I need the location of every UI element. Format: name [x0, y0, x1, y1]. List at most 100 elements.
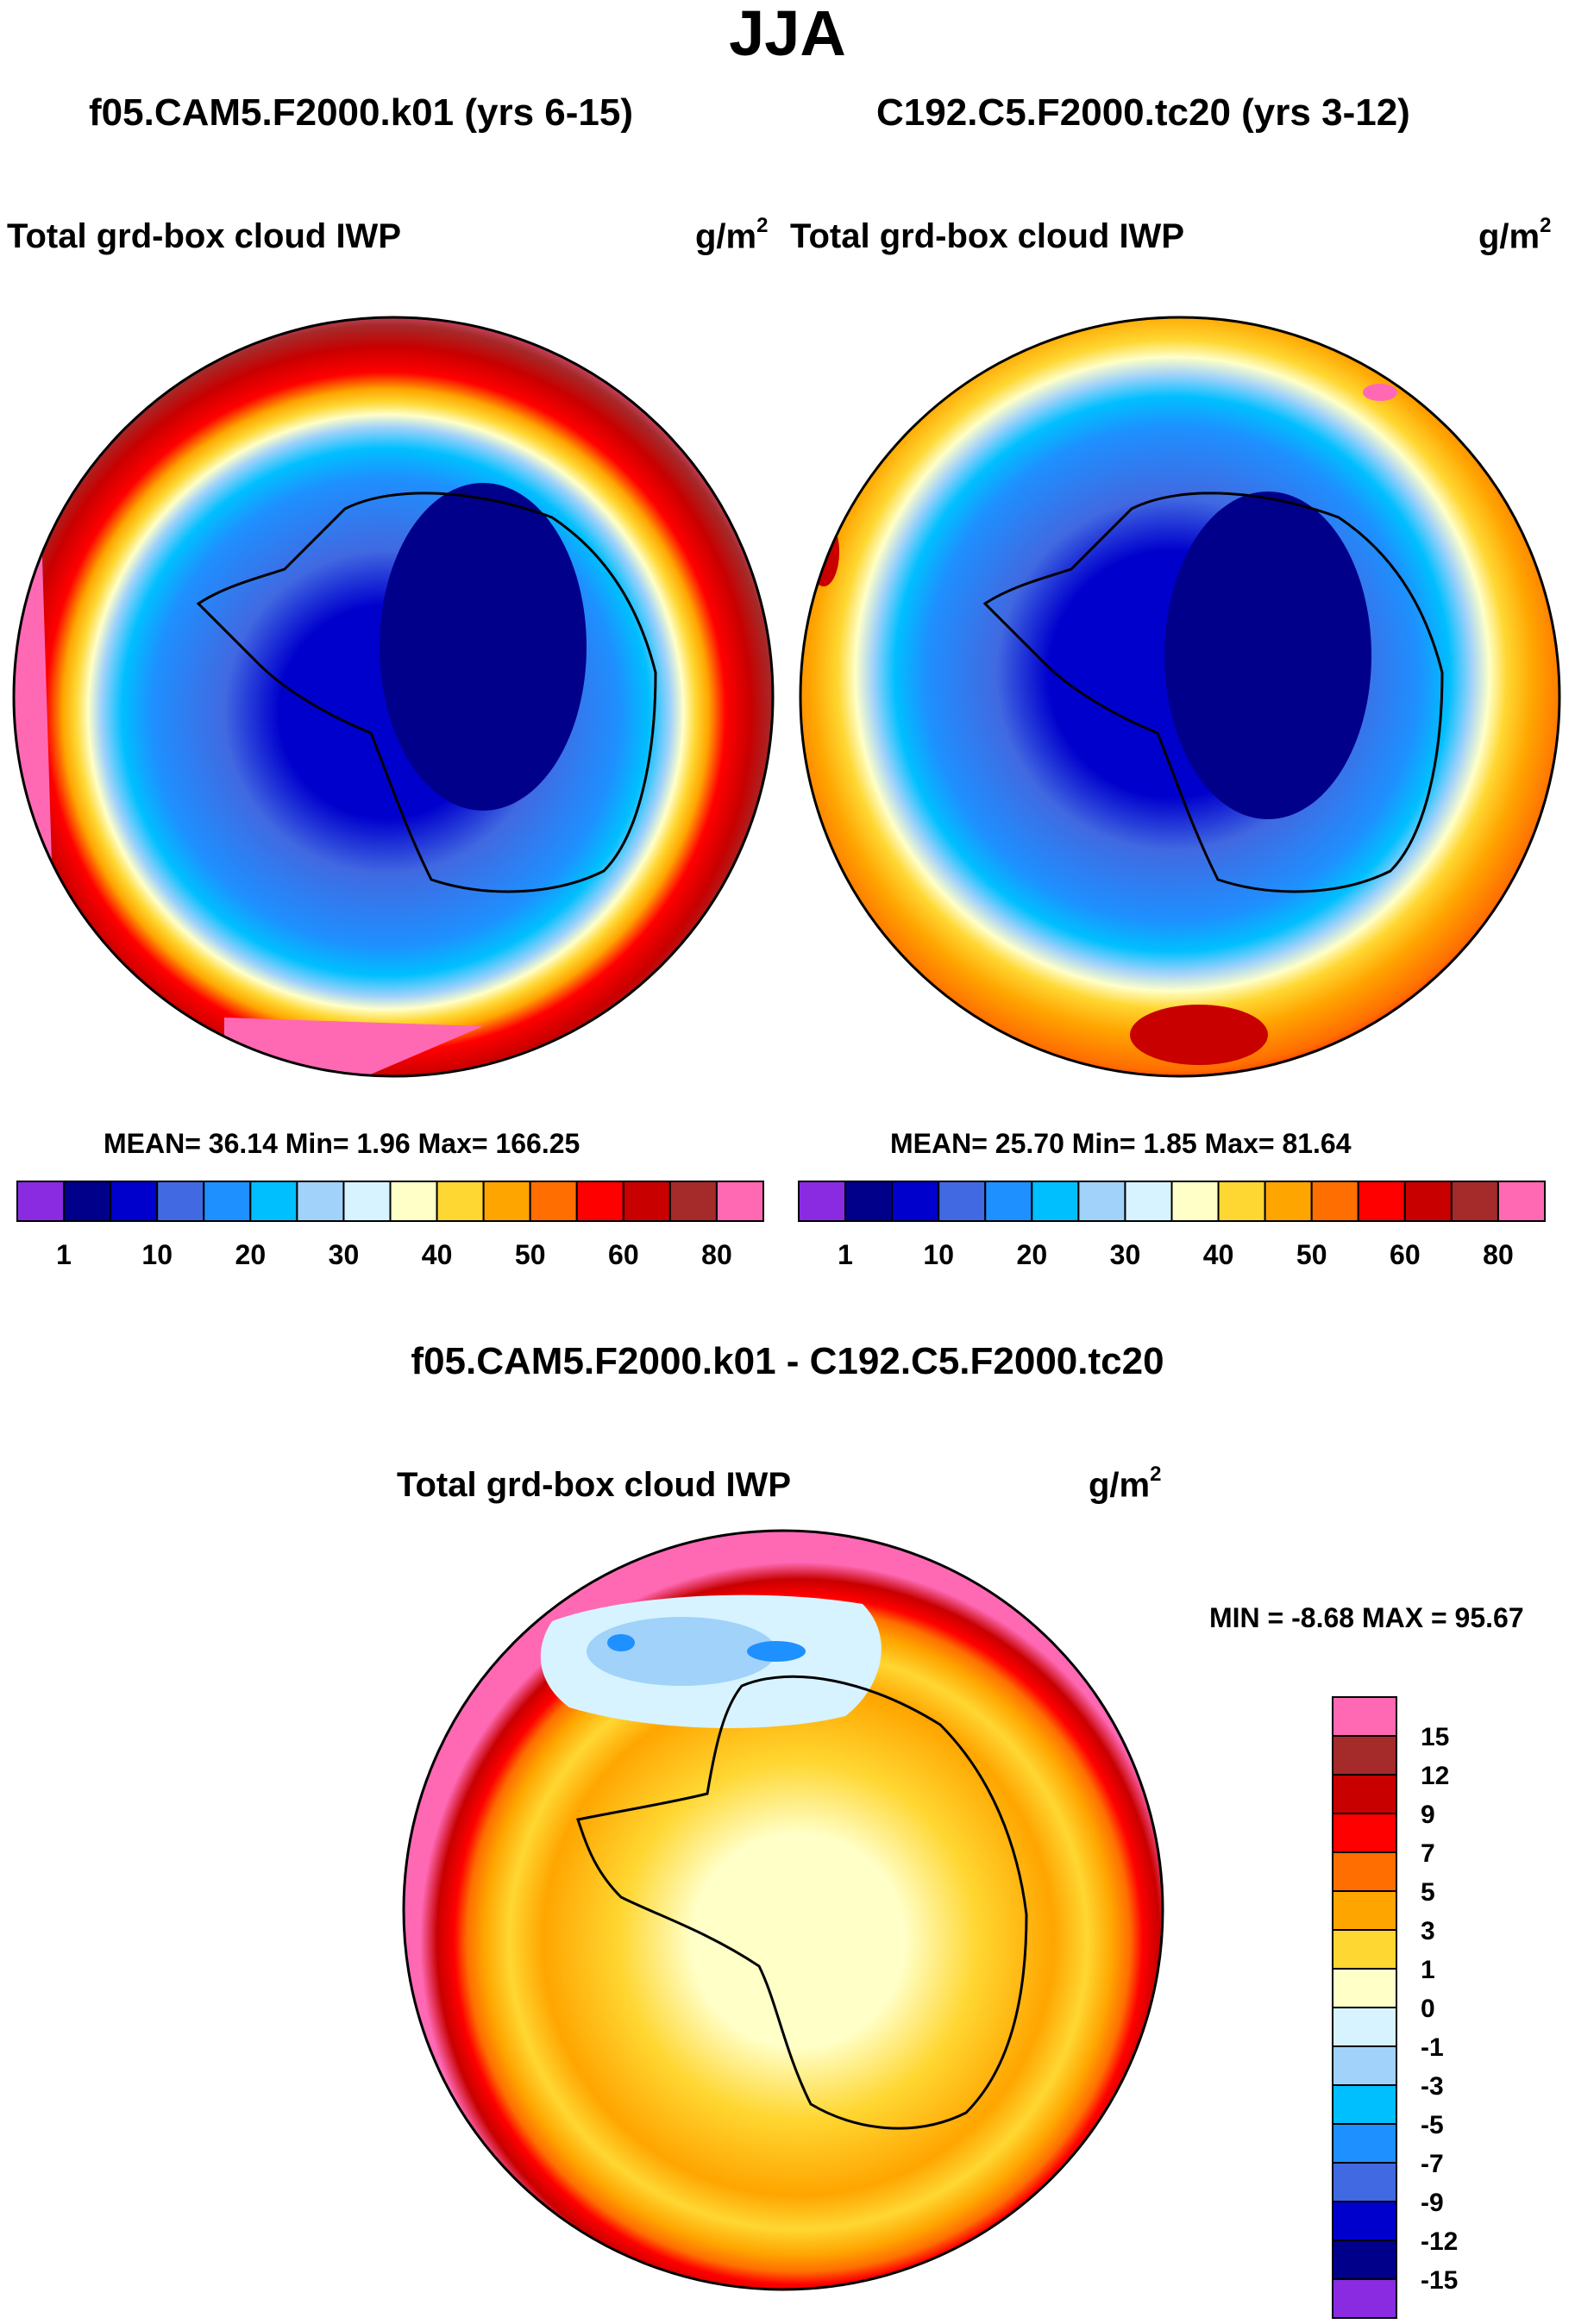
colorbar-box — [1403, 1181, 1453, 1222]
map2-antarctica-coastline — [982, 492, 1444, 893]
diff-var-title: Total grd-box cloud IWP — [397, 1466, 791, 1504]
map3-antarctica-coastline — [576, 1675, 1028, 2130]
colorbar-box — [1332, 2239, 1397, 2280]
colorbar-box — [110, 1181, 159, 1222]
colorbar-box — [1332, 2162, 1397, 2202]
colorbar-difference: 15 12 9 7 5 3 1 0 -1 -3 -5 -7 -9 -12 -15 — [1332, 1696, 1458, 2319]
colorbar-tick-label: 30 — [329, 1239, 360, 1270]
colorbar-box — [1332, 2084, 1397, 2125]
colorbar-tick-label: 15 — [1421, 1723, 1449, 1751]
colorbar-tick-label: 40 — [1203, 1239, 1234, 1270]
colorbar-box — [1497, 1181, 1546, 1222]
colorbar-tick-label: -12 — [1421, 2227, 1458, 2256]
map3-border — [402, 1529, 1164, 2291]
map2-min-core — [1164, 492, 1371, 819]
colorbar-panel2: 1 10 20 30 40 50 60 80 — [798, 1181, 1546, 1270]
map2-pink-spot — [1363, 384, 1397, 401]
colorbar-tick-label: 50 — [515, 1239, 546, 1270]
colorbar-tick-label: 0 — [1421, 1995, 1435, 2023]
colorbar-box — [1332, 2045, 1397, 2086]
colorbar-box — [1332, 1813, 1397, 1853]
colorbar-tick-label: 30 — [1110, 1239, 1141, 1270]
colorbar-box — [342, 1181, 392, 1222]
map-panel3 — [402, 1529, 1164, 2291]
colorbar-tick-label: 12 — [1421, 1762, 1449, 1790]
colorbar-tick-label: 50 — [1296, 1239, 1327, 1270]
colorbar-tick-label: -3 — [1421, 2072, 1444, 2101]
colorbar-box — [984, 1181, 1033, 1222]
map3-blue-spot-1 — [607, 1634, 635, 1651]
colorbar-box — [1332, 1774, 1397, 1814]
colorbar-tick-label: 80 — [1483, 1239, 1514, 1270]
main-title: JJA — [729, 0, 846, 69]
map3-negative-core — [587, 1617, 776, 1686]
colorbar-box — [715, 1181, 764, 1222]
panel1-unit: g/m2 — [695, 214, 769, 256]
panel1-case-title: f05.CAM5.F2000.k01 (yrs 6-15) — [89, 91, 633, 134]
colorbar-box — [249, 1181, 298, 1222]
colorbar-tick-label: -5 — [1421, 2111, 1444, 2139]
map1-antarctica-coastline — [196, 492, 657, 893]
colorbar-box — [1450, 1181, 1499, 1222]
diff-unit: g/m2 — [1089, 1463, 1162, 1505]
colorbar-box — [1077, 1181, 1126, 1222]
colorbar-box — [296, 1181, 345, 1222]
map-panel1 — [12, 316, 775, 1078]
colorbar-box — [938, 1181, 987, 1222]
colorbar-tick-label: -1 — [1421, 2033, 1444, 2062]
colorbar-tick-label: 1 — [1421, 1956, 1435, 1984]
colorbar-box — [1332, 1929, 1397, 1970]
colorbar-box — [482, 1181, 531, 1222]
colorbar-box — [529, 1181, 578, 1222]
panel2-unit: g/m2 — [1478, 214, 1552, 256]
colorbar-box — [1332, 1890, 1397, 1931]
colorbar-box — [891, 1181, 940, 1222]
map3-field — [404, 1531, 1163, 2290]
colorbar-tick-label: -15 — [1421, 2266, 1458, 2295]
map-panel2 — [799, 316, 1561, 1078]
colorbar-box — [622, 1181, 671, 1222]
colorbar-tick-label: 3 — [1421, 1917, 1435, 1945]
colorbar-box — [1264, 1181, 1313, 1222]
colorbar-box — [798, 1181, 847, 1222]
colorbar-box — [575, 1181, 624, 1222]
colorbar-box — [389, 1181, 438, 1222]
colorbar-box — [1310, 1181, 1359, 1222]
colorbar-tick-label: 5 — [1421, 1878, 1435, 1907]
colorbar-box — [1124, 1181, 1173, 1222]
colorbar-box — [63, 1181, 112, 1222]
colorbar-box — [668, 1181, 718, 1222]
panel1-var-title: Total grd-box cloud IWP — [7, 217, 401, 255]
colorbar-tick-label: 60 — [608, 1239, 639, 1270]
panel2-var-title: Total grd-box cloud IWP — [790, 217, 1184, 255]
colorbar-tick-label: 1 — [838, 1239, 853, 1270]
colorbar-tick-label: 7 — [1421, 1839, 1435, 1868]
colorbar-box — [844, 1181, 894, 1222]
map1-pink-west — [14, 317, 52, 1076]
colorbar-box — [1332, 1851, 1397, 1892]
colorbar-tick-label: 20 — [235, 1239, 267, 1270]
map3-blue-spot-2 — [747, 1641, 806, 1662]
colorbar-box — [1031, 1181, 1080, 1222]
map2-red-west — [808, 517, 839, 586]
colorbar-box — [156, 1181, 205, 1222]
colorbar-box — [1332, 2123, 1397, 2164]
panel2-case-title: C192.C5.F2000.tc20 (yrs 3-12) — [876, 91, 1410, 134]
colorbar-tick-label: 80 — [701, 1239, 732, 1270]
colorbar-box — [1332, 1696, 1397, 1737]
colorbar-tick-label: 9 — [1421, 1801, 1435, 1829]
map2-border — [799, 316, 1561, 1078]
colorbar-tick-label: -9 — [1421, 2189, 1444, 2217]
panel1-stats: MEAN= 36.14 Min= 1.96 Max= 166.25 — [104, 1128, 580, 1159]
colorbar-box — [1332, 1968, 1397, 2008]
colorbar-tick-label: 10 — [923, 1239, 954, 1270]
colorbar-box — [1357, 1181, 1406, 1222]
colorbar-tick-label: -7 — [1421, 2150, 1444, 2178]
colorbar-box — [203, 1181, 252, 1222]
colorbar-box — [436, 1181, 485, 1222]
colorbar-box — [16, 1181, 66, 1222]
colorbar-tick-label: 60 — [1390, 1239, 1421, 1270]
diff-stats: MIN = -8.68 MAX = 95.67 — [1209, 1602, 1524, 1633]
colorbar-box — [1332, 1735, 1397, 1776]
map2-red-south — [1130, 1005, 1268, 1065]
